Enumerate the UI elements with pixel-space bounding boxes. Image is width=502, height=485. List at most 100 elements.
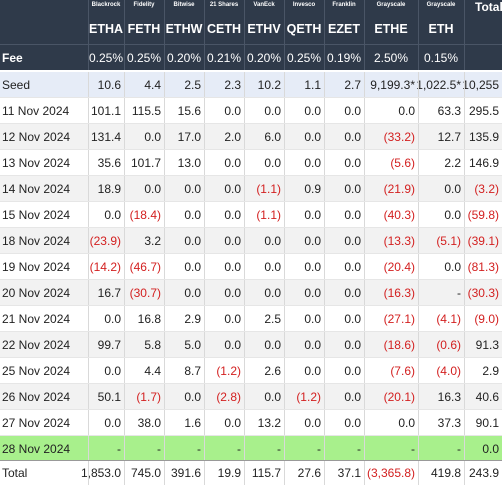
flow-value: (20.4) xyxy=(383,259,415,274)
table-row: 18 Nov 2024 (23.9) 3.2 0.0 0.0 0.0 0.0 0.0 (13.3… xyxy=(0,228,502,254)
flow-value: 0.0 xyxy=(344,337,361,352)
flow-value: (39.1) xyxy=(467,233,499,248)
column-divider xyxy=(324,72,325,97)
column-divider xyxy=(204,254,205,279)
flow-value: 2.6 xyxy=(264,363,281,378)
column-divider xyxy=(164,0,165,70)
column-divider xyxy=(418,98,419,123)
column-divider xyxy=(244,436,245,461)
column-divider xyxy=(88,228,89,253)
fee-label: Fee xyxy=(2,51,23,65)
column-divider xyxy=(418,72,419,97)
flow-value: 13.2 xyxy=(257,415,281,430)
flow-value: 0.0 xyxy=(104,207,121,222)
column-divider xyxy=(164,124,165,149)
column-divider xyxy=(418,410,419,435)
flow-value: 0.0 xyxy=(224,259,241,274)
fund-fee: 0.25% xyxy=(88,51,124,65)
column-divider xyxy=(364,410,365,435)
flow-value: (9.0) xyxy=(474,311,499,326)
issuer-name: Grayscale xyxy=(376,2,406,8)
flow-value: 0.0 xyxy=(344,103,361,118)
fund-ticker: ETHV xyxy=(247,22,281,36)
column-divider xyxy=(284,202,285,227)
seed-row: Seed 10.6 4.4 2.5 2.3 10.2 1.1 2.7 9,199.3* 1,022… xyxy=(0,72,502,98)
column-divider xyxy=(244,280,245,305)
flow-value: 0.0 xyxy=(184,207,201,222)
column-divider xyxy=(364,176,365,201)
column-divider xyxy=(324,461,325,485)
flow-value: 0.0 xyxy=(304,285,321,300)
table-row: 26 Nov 2024 50.1 (1.7) 0.0 (2.8) 0.0 (1.2) 0.0 (… xyxy=(0,384,502,410)
column-divider xyxy=(204,332,205,357)
flow-value: 1,022.5* xyxy=(416,77,461,92)
fund-fee: 0.25% xyxy=(286,51,322,65)
flow-value: 0.0 xyxy=(304,233,321,248)
column-divider xyxy=(164,254,165,279)
column-divider xyxy=(204,384,205,409)
flow-value: (13.3) xyxy=(383,233,415,248)
flow-value: 0.0 xyxy=(344,207,361,222)
column-divider xyxy=(364,254,365,279)
flow-value: 0.0 xyxy=(304,103,321,118)
flow-value: 0.0 xyxy=(344,259,361,274)
column-divider xyxy=(244,461,245,485)
flow-value: 0.0 xyxy=(264,103,281,118)
row-date-label: 22 Nov 2024 xyxy=(2,337,71,352)
flow-value: 0.0 xyxy=(264,233,281,248)
column-divider xyxy=(418,202,419,227)
flow-value: 2.3 xyxy=(224,77,241,92)
flow-value: 0.0 xyxy=(304,337,321,352)
flow-value: 0.0 xyxy=(344,311,361,326)
column-divider xyxy=(284,72,285,97)
column-divider xyxy=(124,98,125,123)
column-divider xyxy=(284,176,285,201)
total-value: 419.8 xyxy=(430,466,461,480)
flow-value: - xyxy=(117,441,121,456)
column-divider xyxy=(244,150,245,175)
column-divider xyxy=(284,306,285,331)
flow-value: 90.1 xyxy=(475,415,499,430)
column-divider xyxy=(88,0,89,70)
column-divider xyxy=(364,202,365,227)
column-divider xyxy=(418,461,419,485)
column-divider xyxy=(124,358,125,383)
column-divider xyxy=(124,384,125,409)
column-divider xyxy=(324,384,325,409)
column-divider xyxy=(284,384,285,409)
flow-value: 0.0 xyxy=(224,181,241,196)
flow-value: 0.0 xyxy=(104,363,121,378)
column-divider xyxy=(464,72,465,97)
flow-value: 0.0 xyxy=(344,389,361,404)
fund-ticker: CETH xyxy=(206,22,242,36)
column-divider xyxy=(364,280,365,305)
table-row: 28 Nov 2024 - - - - - - - - - 0.0 xyxy=(0,436,502,462)
row-date-label: 14 Nov 2024 xyxy=(2,181,71,196)
flow-value: 0.0 xyxy=(144,129,161,144)
column-divider xyxy=(284,461,285,485)
flow-value: 4.4 xyxy=(144,363,161,378)
column-divider xyxy=(204,461,205,485)
flow-value: 2.7 xyxy=(344,77,361,92)
column-divider xyxy=(364,98,365,123)
flow-value: 13.0 xyxy=(177,155,201,170)
column-divider xyxy=(418,150,419,175)
total-row: Total 1,853.0 745.0 391.6 19.9 115.7 27.6 37.1 (… xyxy=(0,460,502,485)
column-divider xyxy=(324,280,325,305)
column-divider xyxy=(284,332,285,357)
column-divider xyxy=(284,124,285,149)
column-divider xyxy=(124,72,125,97)
table-row: 13 Nov 2024 35.6 101.7 13.0 0.0 0.0 0.0 0.0 (5.6… xyxy=(0,150,502,176)
flow-value: (7.6) xyxy=(390,363,415,378)
column-divider xyxy=(324,98,325,123)
fund-fee: 0.25% xyxy=(126,51,162,65)
column-divider xyxy=(324,0,325,70)
table-row: 21 Nov 2024 0.0 16.8 2.9 0.0 2.5 0.0 0.0 (27.1) (… xyxy=(0,306,502,332)
flow-value: - xyxy=(317,441,321,456)
column-divider xyxy=(464,332,465,357)
column-divider xyxy=(88,176,89,201)
column-divider xyxy=(464,358,465,383)
column-divider xyxy=(464,124,465,149)
issuer-name: Fidelity xyxy=(133,2,155,8)
flow-value: 91.3 xyxy=(475,337,499,352)
